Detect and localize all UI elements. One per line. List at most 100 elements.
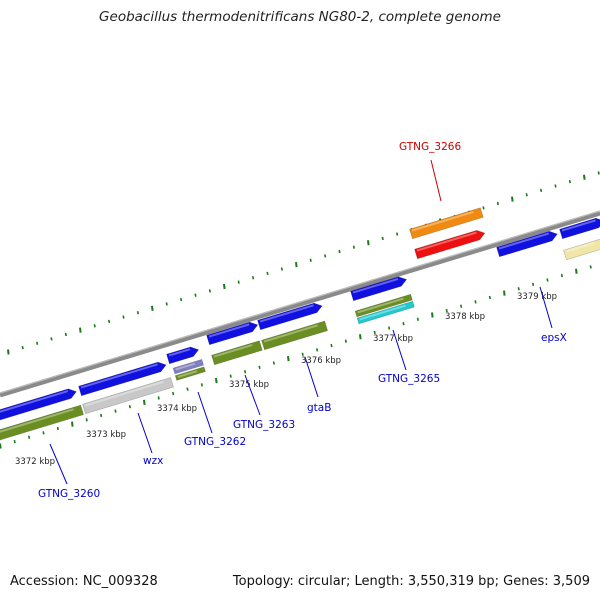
lower-tick	[546, 278, 549, 282]
gene-wzx[interactable]	[78, 360, 168, 397]
cds-gtab[interactable]	[261, 320, 328, 351]
lower-tick	[114, 409, 117, 413]
upper-tick	[583, 174, 586, 180]
lower-tick	[287, 356, 290, 362]
lower-tick	[128, 405, 131, 409]
upper-tick	[79, 327, 82, 333]
lower-tick	[517, 287, 520, 291]
upper-tick	[122, 315, 125, 319]
upper-tick	[93, 324, 96, 328]
upper-tick	[324, 254, 327, 258]
gene-features	[0, 207, 600, 442]
lower-tick	[100, 413, 103, 418]
cds-gtng-3263[interactable]	[211, 340, 263, 366]
gene-epsx[interactable]	[496, 229, 559, 258]
cds-gtng-3260[interactable]	[0, 404, 84, 442]
lower-tick	[532, 282, 535, 287]
lower-tick	[172, 391, 175, 396]
lower-tick	[503, 290, 506, 296]
upper-tick	[151, 305, 154, 311]
lower-tick	[272, 361, 275, 365]
cds-gtng-3262-a[interactable]	[172, 359, 204, 375]
cds-epsx-next[interactable]	[563, 238, 600, 261]
lower-tick	[229, 374, 232, 378]
upper-tick	[165, 302, 168, 306]
upper-tick	[482, 206, 485, 210]
gene-gtng-3260[interactable]	[0, 387, 78, 422]
upper-tick	[381, 236, 384, 241]
kbp-label-3373: 3373 kbp	[86, 430, 126, 440]
gene-label-gtng-3266[interactable]: GTNG_3266	[399, 141, 461, 153]
lower-tick	[402, 322, 405, 326]
label-leaders	[49, 159, 553, 485]
lower-tick	[71, 421, 74, 427]
upper-tick	[597, 171, 600, 175]
upper-tick	[540, 188, 543, 193]
cds-gtng-3265-a[interactable]	[354, 293, 413, 318]
upper-tick	[252, 276, 255, 280]
lower-tick	[42, 431, 45, 435]
upper-tick	[21, 345, 24, 350]
kbp-label-3379: 3379 kbp	[517, 292, 557, 302]
gene-gtng-3263[interactable]	[206, 320, 260, 346]
gene-next[interactable]	[559, 216, 600, 240]
gene-gtng-3266[interactable]	[414, 228, 487, 260]
upper-tick	[180, 297, 183, 302]
lower-tick	[85, 418, 88, 422]
lower-tick	[157, 396, 160, 400]
lower-tick	[344, 339, 347, 343]
upper-tick	[280, 267, 283, 271]
lower-tick	[388, 326, 391, 330]
cds-gtng-3262-b[interactable]	[174, 366, 206, 381]
gene-label-wzx[interactable]: wzx	[143, 455, 163, 467]
cds-wzx[interactable]	[82, 377, 174, 415]
lower-tick	[474, 300, 477, 304]
lower-tick	[359, 334, 362, 340]
tick-marks	[0, 171, 600, 449]
gene-label-gtng-3265[interactable]: GTNG_3265	[378, 373, 440, 385]
genome-backbone	[0, 210, 600, 398]
upper-tick	[511, 196, 514, 202]
gene-gtab[interactable]	[257, 301, 324, 331]
lower-tick	[301, 352, 304, 356]
kbp-label-3374: 3374 kbp	[157, 404, 197, 414]
upper-tick	[108, 319, 111, 324]
gene-label-gtng-3262[interactable]: GTNG_3262	[184, 436, 246, 448]
cds-gtng-3266[interactable]	[409, 207, 484, 240]
kbp-label-3376: 3376 kbp	[301, 356, 341, 366]
upper-tick	[136, 311, 139, 315]
upper-tick	[396, 232, 399, 236]
lower-tick	[215, 377, 218, 384]
lower-tick	[316, 348, 319, 352]
upper-tick	[266, 271, 269, 276]
gene-label-gtng-3263[interactable]: GTNG_3263	[233, 419, 295, 431]
kbp-label-3372: 3372 kbp	[15, 457, 55, 467]
upper-tick	[309, 258, 312, 262]
genome-backbone-highlight	[0, 210, 600, 394]
lower-tick	[56, 426, 59, 431]
gene-label-gtng-3260[interactable]: GTNG_3260	[38, 488, 100, 500]
upper-tick	[367, 240, 370, 246]
lower-tick	[416, 317, 419, 321]
cds-gtng-3265-b[interactable]	[356, 300, 415, 325]
gene-gtng-3265[interactable]	[350, 275, 408, 302]
gene-label-epsx[interactable]: epsX	[541, 332, 567, 344]
lower-tick	[373, 330, 376, 335]
lower-tick	[143, 399, 146, 405]
upper-tick	[7, 349, 10, 355]
lower-tick	[460, 304, 463, 308]
lower-tick	[431, 312, 434, 318]
upper-tick	[64, 332, 67, 337]
upper-tick	[568, 179, 571, 184]
kbp-label-3377: 3377 kbp	[373, 334, 413, 344]
lower-tick	[258, 365, 261, 370]
upper-tick	[36, 341, 39, 345]
upper-tick	[50, 337, 53, 341]
gene-gtng-3262[interactable]	[166, 345, 201, 365]
upper-tick	[295, 262, 298, 268]
lower-tick	[330, 343, 333, 348]
upper-tick	[554, 184, 557, 188]
gene-label-gtab[interactable]: gtaB	[307, 402, 331, 414]
lower-tick	[0, 443, 2, 449]
